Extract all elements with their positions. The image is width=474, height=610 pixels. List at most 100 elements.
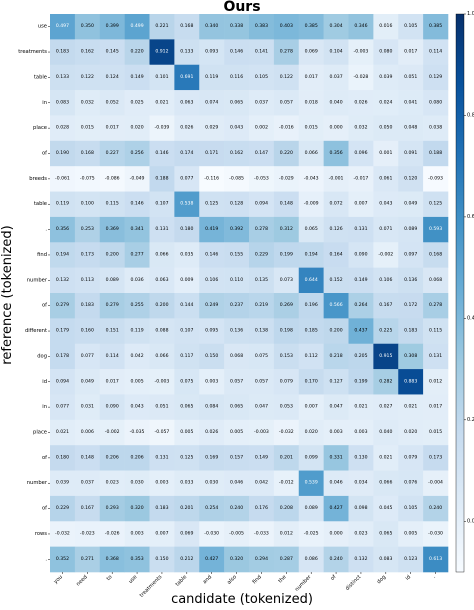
- heatmap-cell: [50, 242, 76, 268]
- cell-value-label: -0.001: [329, 175, 344, 181]
- cell-value-label: 0.025: [130, 99, 143, 105]
- heatmap-cell: [124, 90, 150, 116]
- heatmap-cell: [373, 369, 399, 395]
- cell-value-label: 0.399: [106, 23, 119, 29]
- cell-value-label: 0.279: [106, 302, 119, 308]
- cell-value-label: 0.180: [56, 454, 69, 460]
- cell-value-label: 0.003: [329, 429, 342, 435]
- heatmap-cell: [323, 64, 349, 91]
- y-tick-label: place: [33, 430, 47, 436]
- cell-value-label: 0.041: [404, 99, 417, 105]
- heatmap-cell: [174, 343, 200, 370]
- cell-value-label: 0.077: [180, 175, 193, 181]
- heatmap-cell: [50, 293, 76, 319]
- cell-value-label: -0.043: [304, 175, 319, 181]
- heatmap-cell: [50, 39, 76, 66]
- heatmap-cell: [298, 14, 324, 40]
- cell-value-label: -0.093: [428, 175, 443, 181]
- heatmap-cells: 0.497 0.350 0.399 0.499 0.221 0.168 0.340 0.338…: [50, 14, 449, 573]
- heatmap-cell: [174, 419, 200, 446]
- heatmap-cell: [224, 216, 250, 243]
- heatmap-cell: [323, 369, 349, 395]
- heatmap-cell: [50, 470, 76, 497]
- cell-value-label: 0.073: [280, 277, 293, 283]
- cell-value-label: 0.369: [106, 226, 119, 232]
- heatmap-cell: [348, 242, 374, 268]
- cell-value-label: 0.124: [106, 74, 119, 80]
- cell-value-label: 0.063: [180, 99, 193, 105]
- heatmap-cell: [298, 445, 324, 471]
- cell-value-label: 0.088: [155, 328, 168, 334]
- heatmap-cell: [323, 394, 349, 421]
- heatmap-cell: [273, 445, 300, 471]
- cell-value-label: 0.164: [329, 251, 342, 257]
- cell-value-label: 0.006: [81, 429, 94, 435]
- cell-value-label: -0.017: [354, 175, 369, 181]
- cell-value-label: 0.168: [81, 150, 94, 156]
- heatmap-cell: [224, 90, 250, 116]
- cell-value-label: 0.097: [404, 251, 417, 257]
- cell-value-label: 0.237: [230, 302, 243, 308]
- cell-value-label: 0.094: [56, 378, 69, 384]
- cell-value-label: 0.069: [305, 49, 318, 55]
- heatmap-cell: [224, 521, 250, 547]
- heatmap-cell: [224, 495, 250, 522]
- cell-value-label: 0.169: [205, 454, 218, 460]
- heatmap-cell: [348, 267, 374, 294]
- heatmap-cell: [224, 394, 250, 421]
- cell-value-label: 0.240: [429, 505, 442, 511]
- cell-value-label: 0.005: [404, 530, 417, 536]
- heatmap-cell: [423, 140, 449, 167]
- heatmap-cell: [273, 343, 300, 370]
- heatmap-cell: [373, 64, 399, 91]
- cell-value-label: 0.037: [255, 99, 268, 105]
- cell-value-label: 0.341: [130, 226, 143, 232]
- heatmap-cell: [398, 267, 424, 294]
- cell-value-label: 0.026: [354, 99, 367, 105]
- cell-value-label: 0.240: [329, 556, 342, 562]
- cell-value-label: 0.042: [130, 353, 143, 359]
- heatmap-cell: [398, 394, 424, 421]
- cell-value-label: 0.093: [205, 49, 218, 55]
- heatmap-cell: [298, 166, 324, 192]
- cell-value-label: 0.021: [56, 429, 69, 435]
- cell-value-label: -0.026: [105, 530, 120, 536]
- y-tick-label: place: [33, 125, 47, 131]
- heatmap-cell: [224, 115, 250, 142]
- heatmap-cell: [373, 293, 399, 319]
- cell-value-label: -0.029: [279, 175, 294, 181]
- y-tick-label: different: [25, 328, 47, 334]
- heatmap-cell: [149, 166, 175, 192]
- cell-value-label: 0.012: [280, 530, 293, 536]
- heatmap-cell: [298, 394, 324, 421]
- cell-value-label: -0.061: [55, 175, 70, 181]
- heatmap-cell: [199, 394, 225, 421]
- cell-value-label: -0.002: [378, 251, 393, 257]
- heatmap-cell: [174, 495, 200, 522]
- heatmap-cell: [99, 191, 125, 218]
- heatmap-cell: [323, 495, 349, 522]
- cell-value-label: 0.117: [180, 353, 193, 359]
- heatmap-cell: [50, 521, 76, 547]
- cell-value-label: 0.039: [379, 74, 392, 80]
- cell-value-label: 0.047: [329, 404, 342, 410]
- cell-value-label: 0.084: [205, 404, 218, 410]
- cell-value-label: 0.107: [180, 328, 193, 334]
- heatmap-cell: [298, 546, 324, 573]
- heatmap-cell: [273, 191, 300, 218]
- heatmap-cell: [398, 216, 424, 243]
- heatmap-cell: [423, 242, 449, 268]
- colorbar-tick-label: 0.0: [467, 518, 474, 524]
- heatmap-cell: [249, 369, 275, 395]
- y-tick-label: in: [42, 404, 47, 410]
- x-tick-label: the: [277, 574, 287, 584]
- cell-value-label: 0.042: [255, 480, 268, 486]
- heatmap-cell: [50, 318, 76, 345]
- cell-value-label: 0.003: [155, 480, 168, 486]
- cell-value-label: -0.028: [354, 74, 369, 80]
- heatmap-cell: [99, 521, 125, 547]
- cell-value-label: -0.003: [254, 429, 269, 435]
- colorbar-tick-label: 0.8: [467, 112, 474, 118]
- heatmap-cell: [174, 242, 200, 268]
- heatmap-cell: [149, 546, 175, 573]
